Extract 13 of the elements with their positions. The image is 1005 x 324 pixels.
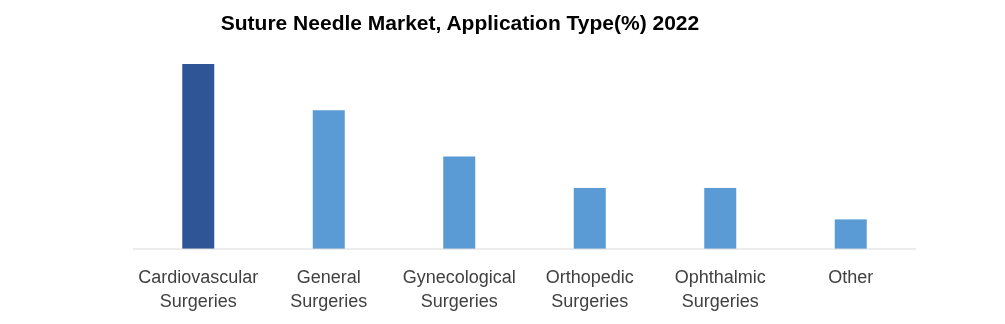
x-tick-label: Ophthalmic Surgeries xyxy=(674,267,766,311)
x-tick-label: Cardiovascular Surgeries xyxy=(138,267,259,311)
bar xyxy=(312,110,345,249)
x-tick-label: Orthopedic Surgeries xyxy=(545,267,634,311)
bar xyxy=(834,219,867,249)
x-tick-label: Other xyxy=(828,267,874,287)
x-tick-label: General Surgeries xyxy=(290,267,368,311)
bar xyxy=(443,156,476,249)
bar xyxy=(704,187,737,249)
chart-title: Suture Needle Market, Application Type(%) 2022 xyxy=(220,11,700,34)
bar xyxy=(182,64,215,249)
bar xyxy=(573,187,606,249)
x-tick-label: Gynecological Surgeries xyxy=(402,267,516,311)
